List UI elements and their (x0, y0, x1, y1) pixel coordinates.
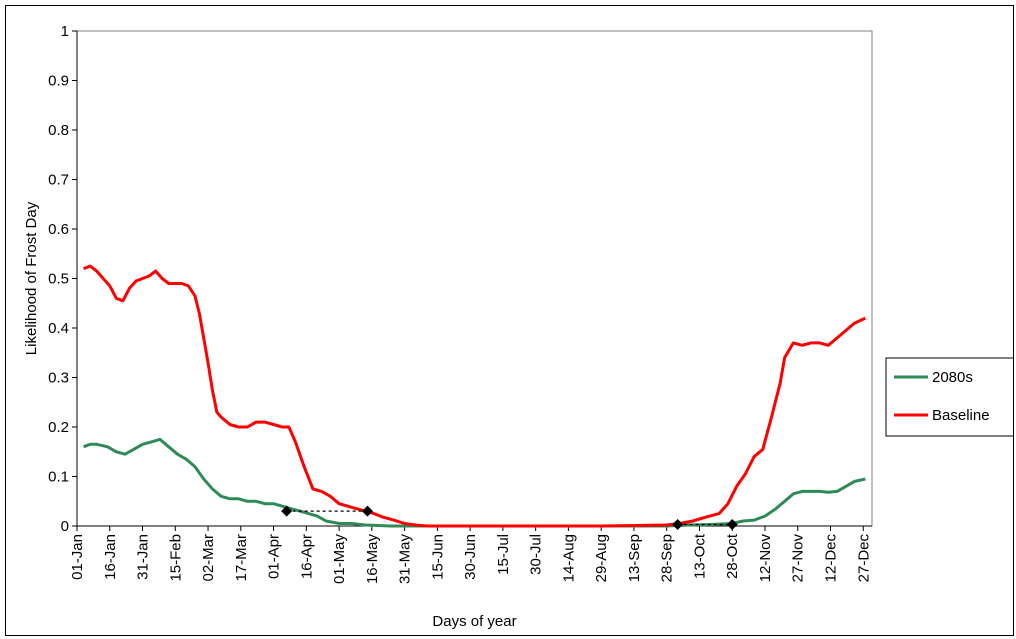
series-line-baseline (83, 264, 867, 528)
diamond-marker (726, 519, 738, 531)
x-tick-label: 30-Jun (462, 534, 479, 580)
x-tick-label: 01-Apr (266, 534, 283, 579)
x-tick-label: 27-Dec (855, 534, 872, 583)
x-axis-title: Days of year (432, 613, 516, 630)
y-tick-label: 0.2 (48, 419, 69, 436)
x-tick-label: 27-Nov (790, 534, 807, 583)
chart-frame: 0 0.1 0.2 0.3 0.4 0.5 0.6 0.7 0.8 0.9 1 01-Jan 16-J… (5, 5, 1014, 636)
y-tick-label: 0.3 (48, 370, 69, 387)
legend: 2080s Baseline (885, 357, 1013, 437)
y-axis-title: Likelihood of Frost Day (23, 201, 40, 355)
x-tick-label: 28-Oct (724, 533, 741, 579)
y-tick-label: 0.4 (48, 320, 69, 337)
y-tick-label: 1 (61, 23, 69, 40)
diamond-marker (672, 519, 684, 531)
x-tick-label: 02-Mar (200, 534, 217, 582)
x-tick-label: 14-Aug (560, 534, 577, 582)
x-tick-label: 16-Jan (102, 534, 119, 580)
x-tick-label: 13-Sep (626, 534, 643, 582)
x-tick-label: 01-Jan (69, 534, 86, 580)
x-tick-label: 01-May (331, 534, 348, 585)
diamond-marker (281, 505, 293, 517)
x-tick-label: 17-Mar (233, 534, 250, 582)
legend-box (885, 357, 1013, 437)
diamond-marker (361, 505, 373, 517)
x-tick-label: 13-Oct (691, 533, 708, 579)
x-tick-label: 15-Feb (167, 534, 184, 582)
legend-label-2080s: 2080s (932, 369, 973, 386)
series-line-2080s (83, 437, 866, 528)
legend-label-baseline: Baseline (932, 407, 990, 424)
frost-likelihood-chart: 0 0.1 0.2 0.3 0.4 0.5 0.6 0.7 0.8 0.9 1 01-Jan 16-J… (23, 23, 1013, 630)
y-tick-label: 0.8 (48, 122, 69, 139)
x-tick-label: 16-Apr (298, 534, 315, 579)
y-tick-label: 0 (61, 518, 69, 535)
y-tick-label: 0.9 (48, 73, 69, 90)
x-tick-label: 12-Nov (757, 534, 774, 583)
x-tick-label: 16-May (364, 534, 381, 585)
y-tick-label: 0.7 (48, 172, 69, 189)
x-tick-label: 30-Jul (528, 534, 545, 575)
x-tick-label: 15-Jun (429, 534, 446, 580)
x-tick-label: 31-May (397, 534, 414, 585)
x-tick-label: 15-Jul (495, 534, 512, 575)
x-tick-label: 29-Aug (593, 534, 610, 582)
y-tick-label: 0.5 (48, 271, 69, 288)
x-tick-label: 31-Jan (135, 534, 152, 580)
y-tick-label: 0.1 (48, 469, 69, 486)
x-tick-label: 12-Dec (823, 534, 840, 583)
plot-area (76, 30, 873, 527)
y-tick-label: 0.6 (48, 221, 69, 238)
x-tick-label: 28-Sep (659, 534, 676, 582)
